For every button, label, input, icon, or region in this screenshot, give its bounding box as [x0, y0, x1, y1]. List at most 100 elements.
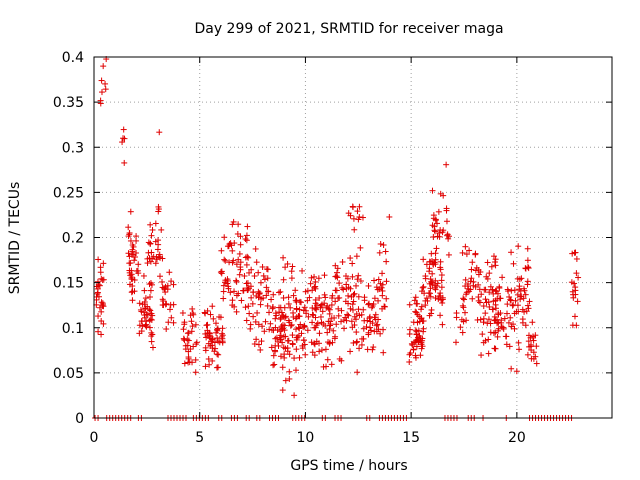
chart-title: Day 299 of 2021, SRMTID for receiver mag…	[194, 21, 503, 37]
data-point	[316, 348, 323, 355]
data-point	[349, 306, 356, 313]
data-point	[236, 250, 243, 257]
data-point	[147, 307, 154, 314]
data-point	[133, 237, 140, 244]
data-point	[260, 272, 267, 279]
data-point	[155, 237, 162, 244]
data-point	[270, 291, 277, 298]
data-point	[149, 344, 156, 351]
data-point	[414, 311, 421, 318]
data-point	[429, 260, 436, 267]
data-point	[380, 242, 387, 249]
data-point	[459, 329, 466, 336]
data-point	[241, 272, 248, 279]
data-point	[485, 350, 492, 357]
data-point	[149, 331, 156, 338]
data-point	[257, 346, 264, 353]
data-point	[525, 338, 532, 345]
data-point	[462, 276, 469, 283]
data-point	[245, 303, 252, 310]
data-point	[144, 260, 151, 267]
data-point	[311, 352, 318, 359]
data-point	[443, 161, 450, 168]
data-point	[406, 358, 413, 365]
data-point	[272, 310, 279, 317]
data-point	[220, 288, 227, 295]
data-point	[412, 352, 419, 359]
data-point	[152, 220, 159, 227]
data-point	[133, 268, 140, 275]
data-point	[484, 275, 491, 282]
data-point	[287, 304, 294, 311]
data-point	[350, 215, 357, 222]
data-point	[141, 287, 148, 294]
data-point	[376, 249, 383, 256]
data-point	[375, 276, 382, 283]
data-point	[504, 301, 511, 308]
data-point	[419, 284, 426, 291]
data-point	[476, 299, 483, 306]
data-point	[321, 300, 328, 307]
data-point	[99, 276, 106, 283]
data-point	[355, 293, 362, 300]
data-point	[495, 319, 502, 326]
data-point	[311, 324, 318, 331]
data-point	[334, 295, 341, 302]
data-point	[359, 214, 366, 221]
data-point	[207, 335, 214, 342]
data-point	[188, 328, 195, 335]
data-point	[207, 311, 214, 318]
data-point	[569, 288, 576, 295]
data-point	[363, 323, 370, 330]
data-point	[481, 286, 488, 293]
data-point	[129, 297, 136, 304]
data-point	[373, 322, 380, 329]
data-point	[433, 245, 440, 252]
data-point	[351, 226, 358, 233]
data-point	[520, 295, 527, 302]
data-point	[251, 272, 258, 279]
data-point	[95, 256, 102, 263]
data-point	[166, 269, 173, 276]
data-point	[311, 305, 318, 312]
data-point	[379, 292, 386, 299]
data-point	[367, 324, 374, 331]
data-point	[431, 227, 438, 234]
data-point	[226, 259, 233, 266]
data-point	[147, 316, 154, 323]
data-point	[569, 250, 576, 257]
data-point	[255, 294, 262, 301]
data-point	[468, 275, 475, 282]
data-point	[289, 341, 296, 348]
data-point	[230, 257, 237, 264]
data-point	[383, 278, 390, 285]
data-point	[147, 258, 154, 265]
data-point	[422, 297, 429, 304]
data-point	[185, 355, 192, 362]
data-point	[243, 261, 250, 268]
data-point	[94, 289, 101, 296]
data-point	[504, 310, 511, 317]
data-point	[412, 294, 419, 301]
data-point	[575, 274, 582, 281]
data-point	[189, 310, 196, 317]
data-point	[316, 330, 323, 337]
data-point	[528, 341, 535, 348]
data-point	[383, 258, 390, 265]
data-point	[218, 270, 225, 277]
data-point	[314, 320, 321, 327]
data-point	[99, 301, 106, 308]
data-point	[231, 288, 238, 295]
data-point	[290, 292, 297, 299]
y-tick-label: 0.35	[53, 95, 84, 111]
data-point	[95, 313, 102, 320]
data-point	[497, 295, 504, 302]
data-point	[572, 249, 579, 256]
data-point	[286, 351, 293, 358]
data-point	[436, 230, 443, 237]
data-point	[277, 288, 284, 295]
data-point	[264, 302, 271, 309]
data-point	[280, 313, 287, 320]
data-point	[438, 297, 445, 304]
y-axis-label: SRMTID / TECUs	[7, 182, 23, 295]
